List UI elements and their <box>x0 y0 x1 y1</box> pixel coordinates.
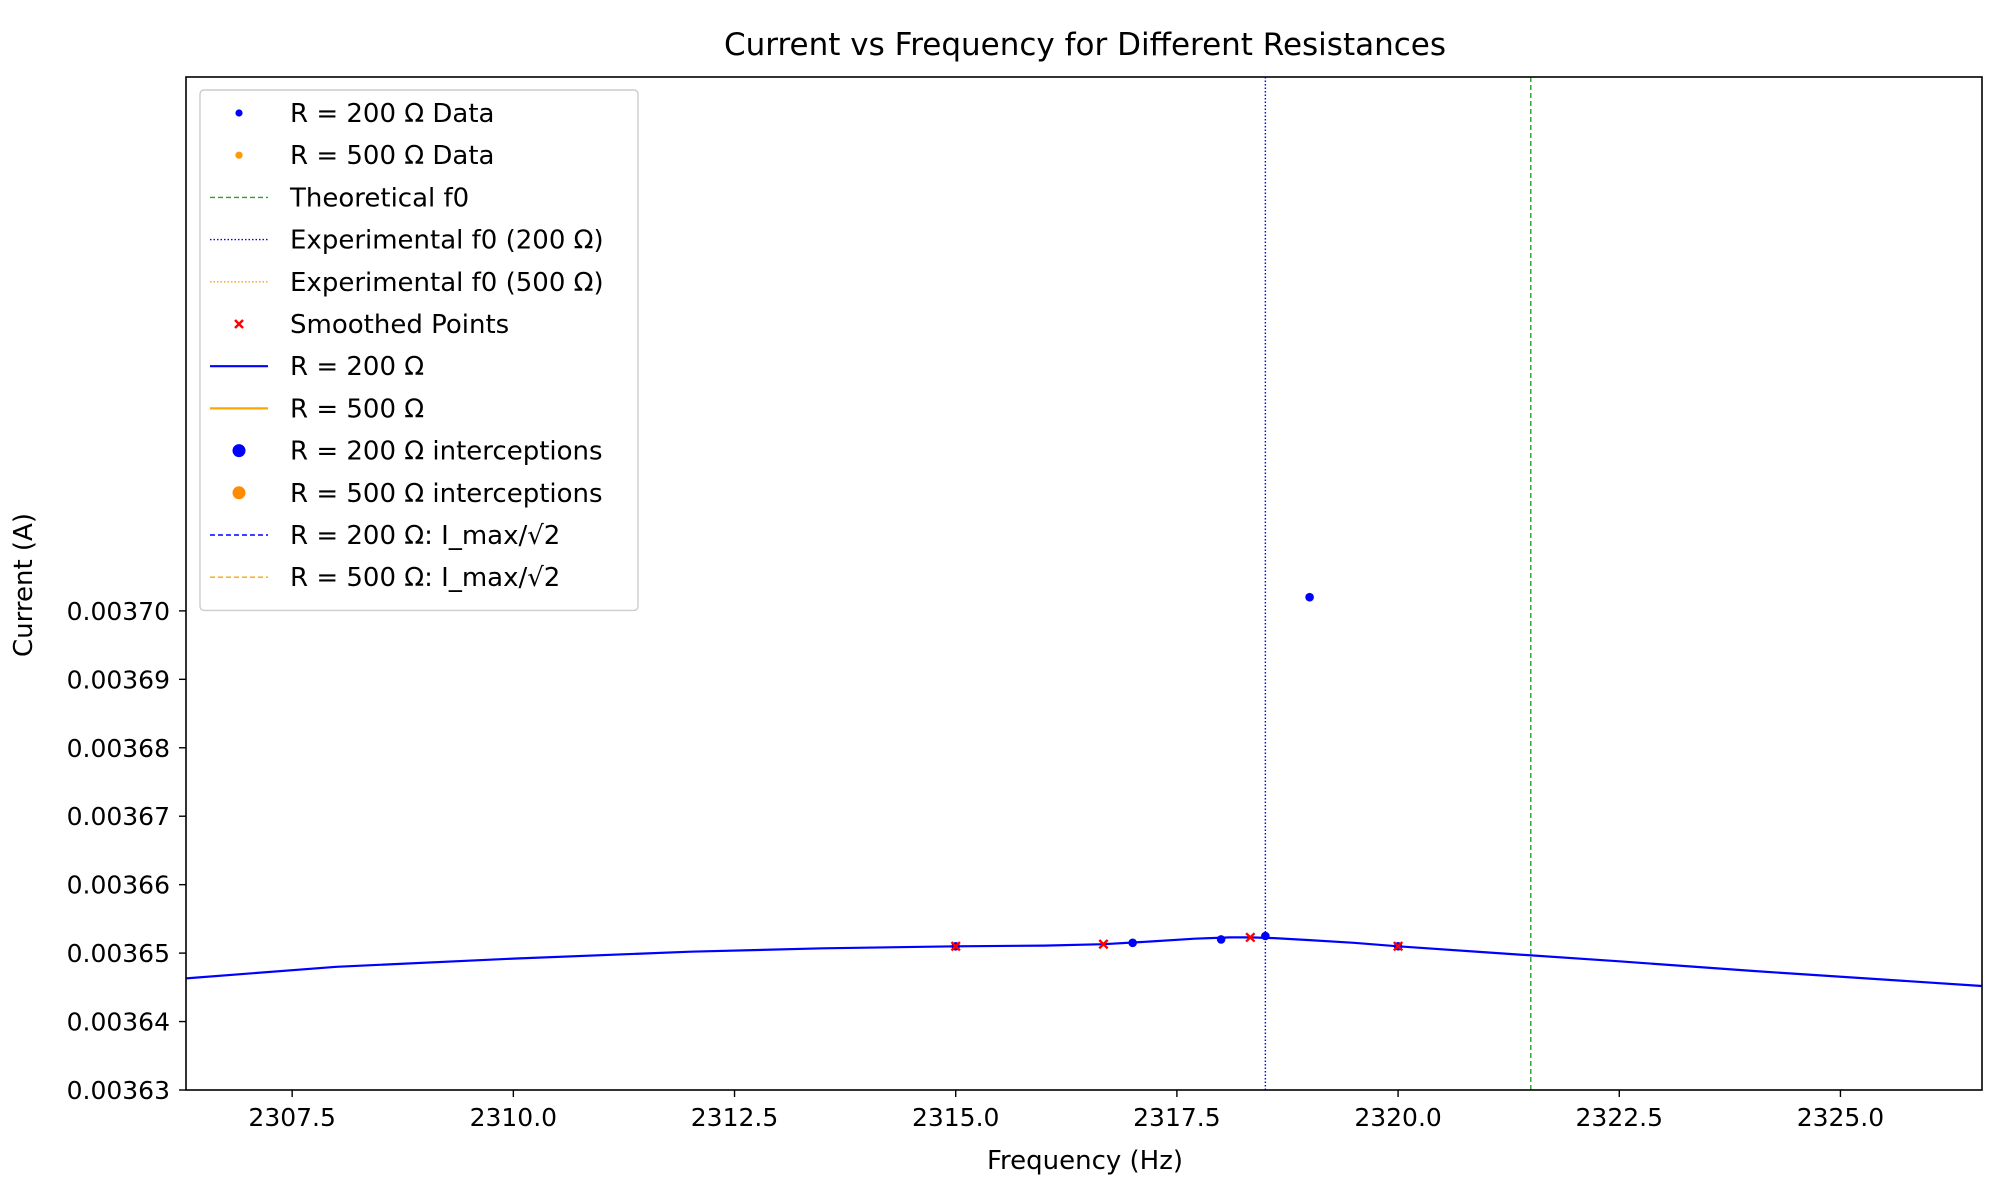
y-tick-label: 0.00363 <box>67 1076 170 1105</box>
plot-inner <box>186 77 1982 1090</box>
x-tick-label: 2322.5 <box>1576 1103 1663 1132</box>
series-line-2 <box>186 936 1982 988</box>
x-tick-label: 2320.0 <box>1354 1103 1441 1132</box>
legend-label: Experimental f0 (200 Ω) <box>290 226 604 256</box>
legend-label: R = 500 Ω: I_max/√2 <box>290 563 560 593</box>
y-axis-label: Current (A) <box>9 513 39 657</box>
legend-label: R = 200 Ω interceptions <box>290 437 603 467</box>
legend-label: R = 500 Ω <box>290 394 424 424</box>
data-point-marker <box>1216 935 1226 944</box>
x-tick-label: 2307.5 <box>248 1103 335 1132</box>
legend-marker <box>235 109 243 117</box>
plot-frame <box>185 76 1983 1091</box>
smoothed-point-marker <box>950 941 961 952</box>
smoothed-point-marker <box>1098 939 1109 950</box>
legend-item: R = 500 Ω <box>210 394 424 424</box>
legend-item: R = 200 Ω interceptions <box>232 437 603 467</box>
legend-marker <box>234 319 244 329</box>
legend-label: R = 500 Ω Data <box>290 141 494 171</box>
legend-marker <box>235 151 243 159</box>
legend-item: R = 200 Ω Data <box>235 99 494 129</box>
legend-label: Smoothed Points <box>290 310 509 340</box>
y-tick-label: 0.00367 <box>67 802 170 831</box>
plot-area <box>186 77 1982 1090</box>
legend-item: R = 500 Ω: I_max/√2 <box>210 563 560 593</box>
y-tick-label: 0.00365 <box>67 939 170 968</box>
legend-item: R = 200 Ω <box>210 352 424 382</box>
axes: 2307.5 2310.0 2312.5 2315.0 2317.5 2320.0 2322… <box>67 76 1983 1132</box>
legend-label: R = 200 Ω <box>290 352 424 382</box>
data-point-marker <box>1128 938 1137 948</box>
legend-item: Smoothed Points <box>234 310 509 340</box>
x-tick-label: 2315.0 <box>912 1103 999 1132</box>
smoothed-point-marker <box>1393 941 1404 952</box>
x-tick-label: 2317.5 <box>1133 1103 1220 1132</box>
legend-item: R = 500 Ω Data <box>235 141 494 171</box>
y-tick-label: 0.00366 <box>67 871 170 900</box>
y-tick-label: 0.00369 <box>67 665 170 694</box>
legend-item: R = 200 Ω: I_max/√2 <box>210 521 560 551</box>
legend-label: R = 200 Ω: I_max/√2 <box>290 521 560 551</box>
data-point-marker <box>1305 592 1314 602</box>
legend-marker <box>232 486 246 500</box>
legend-item: Experimental f0 (500 Ω) <box>210 268 604 298</box>
x-tick-label: 2310.0 <box>470 1103 557 1132</box>
legend-label: R = 500 Ω interceptions <box>290 479 603 509</box>
legend-label: Theoretical f0 <box>289 183 469 213</box>
legend-item: Experimental f0 (200 Ω) <box>210 226 604 256</box>
x-tick-label: 2312.5 <box>691 1103 778 1132</box>
chart-title: Current vs Frequency for Different Resis… <box>724 27 1446 63</box>
x-tick-label: 2325.0 <box>1797 1103 1884 1132</box>
legend-item: R = 500 Ω interceptions <box>232 479 603 509</box>
y-tick-label: 0.00368 <box>67 734 170 763</box>
legend-label: R = 200 Ω Data <box>290 99 494 129</box>
legend-marker <box>232 444 246 458</box>
data-point-marker <box>1261 931 1270 941</box>
y-tick-label: 0.00364 <box>67 1008 170 1037</box>
legend-box <box>199 89 639 612</box>
legend-item: Theoretical f0 <box>210 183 469 213</box>
x-axis-label: Frequency (Hz) <box>987 1146 1183 1176</box>
legend: R = 200 Ω Data R = 500 Ω Data Theoretical … <box>199 89 639 612</box>
y-tick-label: 0.00370 <box>67 597 170 626</box>
legend-label: Experimental f0 (500 Ω) <box>290 268 604 298</box>
smoothed-point-marker <box>1245 932 1256 943</box>
